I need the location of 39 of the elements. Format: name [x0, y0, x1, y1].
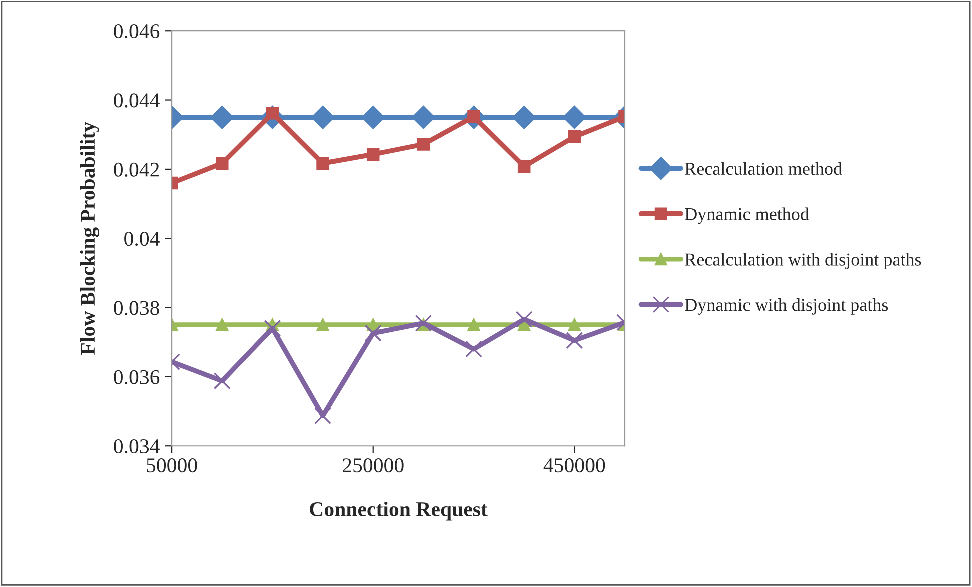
legend-label: Recalculation with disjoint paths	[685, 253, 922, 270]
y-tick-label: 0.046	[114, 24, 160, 39]
x-tick-label: 50000	[147, 458, 198, 473]
point	[518, 160, 531, 174]
point	[568, 318, 582, 332]
x-tick-label: 250000	[343, 458, 404, 473]
point	[316, 157, 330, 170]
point	[568, 130, 582, 144]
y-tick-label: 0.044	[114, 94, 160, 108]
point	[316, 318, 330, 332]
point	[214, 372, 231, 390]
point	[417, 138, 430, 151]
x-tick-label: 450000	[544, 458, 606, 473]
y-tick-label: 0.038	[114, 301, 160, 316]
point	[366, 148, 380, 161]
legend-label: Dynamic with disjoint paths	[685, 298, 888, 315]
y-tick-label: 0.036	[114, 370, 160, 384]
point	[566, 332, 584, 350]
point	[468, 318, 480, 332]
point	[216, 157, 229, 170]
point	[216, 318, 229, 332]
point	[412, 106, 436, 130]
y-axis-title: Flow Blocking Probability	[80, 122, 100, 355]
point	[311, 106, 335, 130]
point	[512, 106, 536, 130]
point	[466, 340, 482, 358]
point	[264, 320, 282, 338]
legend-label: Dynamic method	[685, 208, 810, 224]
legend-label: Recalculation method	[685, 162, 842, 176]
point	[563, 106, 586, 130]
y-tick-label: 0.04	[124, 232, 160, 246]
x-axis-title: Connection Request	[310, 502, 488, 521]
point	[362, 106, 385, 130]
point	[516, 311, 533, 328]
point	[364, 324, 382, 342]
point	[314, 408, 332, 425]
y-tick-label: 0.034	[114, 439, 160, 454]
y-tick-label: 0.042	[114, 162, 160, 177]
point	[415, 314, 432, 332]
